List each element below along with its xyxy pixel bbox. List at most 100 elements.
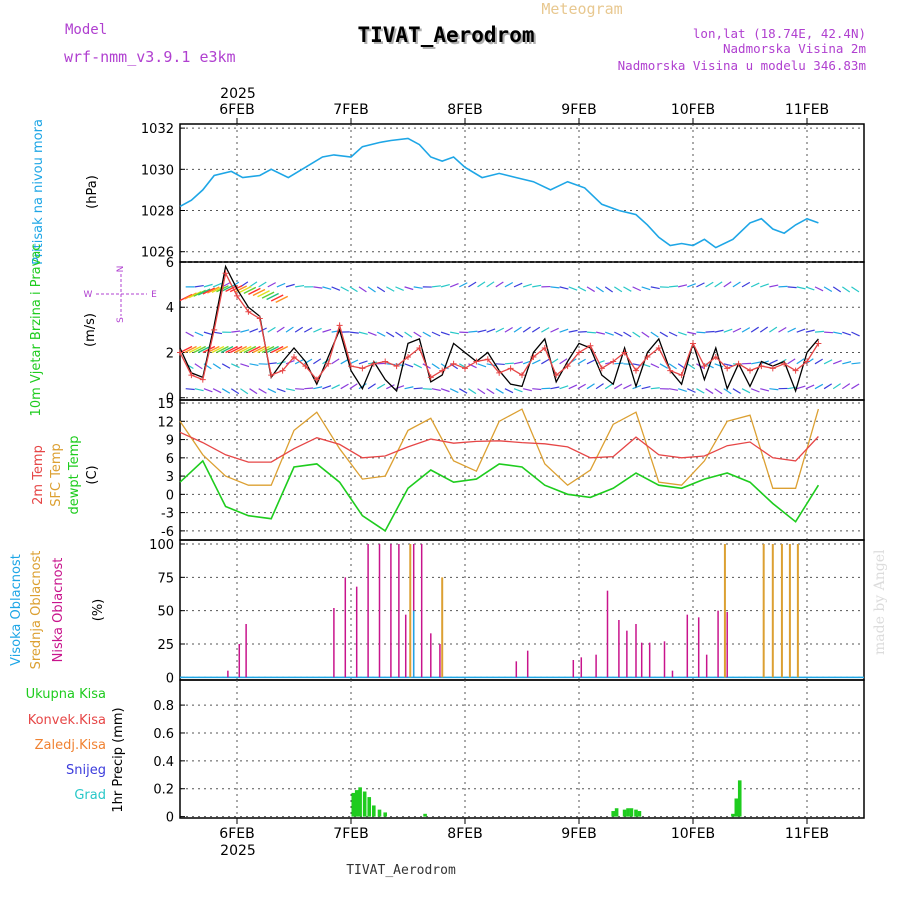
wind-barb <box>787 358 796 365</box>
wind-barb <box>550 386 560 390</box>
wind-unit: (m/s) <box>83 313 98 347</box>
wind-speed-marker <box>792 367 799 374</box>
wind-barb <box>832 383 841 390</box>
wind-speed-marker <box>712 354 719 361</box>
y-tick-label: 0 <box>166 671 174 686</box>
y-tick-label: 25 <box>157 638 174 653</box>
wind-barb <box>513 361 523 365</box>
y-tick-label: 1026 <box>141 246 174 261</box>
wind-barb <box>522 326 531 333</box>
wind-barb <box>468 363 477 369</box>
wind-barb <box>559 385 569 390</box>
wind-barb <box>303 327 313 333</box>
wind-barb <box>431 285 441 288</box>
watermark: made by Angel <box>872 549 888 655</box>
wind-barb <box>559 328 569 333</box>
wind-barb <box>577 286 587 292</box>
wind-barb <box>577 383 586 390</box>
wind-speed-marker <box>359 365 366 372</box>
precip-bar <box>351 792 356 817</box>
wind-barb <box>240 329 250 333</box>
wind-barb <box>641 331 650 338</box>
wind-barb <box>304 387 314 390</box>
wind-speed-marker <box>245 308 252 315</box>
wind-barb <box>604 383 614 390</box>
wind-barb-strong <box>252 345 266 354</box>
wind-barb <box>668 363 677 370</box>
temp-label-dew: dewpt Temp <box>67 435 82 514</box>
wind-barb <box>331 286 341 291</box>
pressure-line <box>179 137 819 249</box>
compass-rose: N S W E <box>84 266 158 323</box>
wind-speed-marker <box>610 358 617 365</box>
wind-barb <box>285 326 294 333</box>
x-tick-label-bottom: 11FEB <box>785 826 829 842</box>
wind-barb <box>751 361 761 365</box>
wind-barb <box>194 388 204 392</box>
wind-barb <box>687 388 696 393</box>
wind-speed-marker <box>519 372 525 379</box>
wind-barb <box>796 385 806 390</box>
wind-barb <box>750 388 760 393</box>
y-tick-label: 12 <box>157 415 174 430</box>
y-tick-label: 2 <box>166 346 174 361</box>
lonlat-label: lon,lat (18.74E, 42.4N) <box>693 26 866 41</box>
meteogram-label: Meteogram <box>541 0 622 18</box>
wind-barb <box>832 286 842 293</box>
x-tick-label-bottom: 7FEB <box>333 826 368 842</box>
wind-barb <box>522 283 532 288</box>
precip-bar <box>358 787 362 817</box>
precip-bar <box>731 813 735 817</box>
wind-barb <box>605 331 614 336</box>
wind-barb <box>741 281 751 288</box>
wind-barb <box>659 331 669 338</box>
wind-barb-strong <box>275 295 289 304</box>
chart-title-shadow: TIVAT_Aerodrom <box>359 25 536 49</box>
wind-barb <box>705 330 715 333</box>
wind-speed-marker <box>291 354 297 361</box>
wind-barb <box>459 282 468 288</box>
wind-barb <box>823 383 833 390</box>
wind-barb <box>413 363 423 369</box>
wind-barb-strong <box>270 294 284 302</box>
wind-barb <box>495 281 504 288</box>
x-tick-label-bottom: 10FEB <box>671 826 715 842</box>
wind-barb <box>331 384 340 390</box>
wind-barb <box>221 363 231 369</box>
wind-barb <box>249 388 258 395</box>
wind-speed-marker <box>234 292 240 299</box>
y-tick-label: 0 <box>166 488 174 503</box>
wind-barb <box>568 286 578 291</box>
wind-speed-marker <box>621 349 628 356</box>
y-tick-label: 0.8 <box>153 699 174 714</box>
wind-barb <box>595 331 606 335</box>
wind-barb-strong <box>211 345 225 354</box>
wind-barb <box>376 383 386 390</box>
wind-barb <box>741 327 751 333</box>
wind-barb <box>358 331 368 335</box>
wind-barb <box>741 388 751 394</box>
temp-dew-line <box>179 459 820 533</box>
wind-barb <box>604 286 613 293</box>
wind-speed-marker <box>348 363 354 370</box>
wind-barb <box>669 285 679 288</box>
wind-barb <box>778 327 787 333</box>
wind-barb <box>349 331 359 334</box>
y-tick-label: -6 <box>161 525 174 540</box>
model-name: wrf-nmm_v3.9.1 e3km <box>64 48 236 66</box>
wind-speed-marker <box>177 349 183 356</box>
footer-title: TIVAT_Aerodrom <box>346 863 456 878</box>
wind-barb-strong <box>197 288 211 296</box>
wind-barb <box>349 286 358 293</box>
wind-barb <box>249 328 259 333</box>
wind-barb-strong <box>220 284 234 293</box>
wind-barb <box>477 281 486 288</box>
wind-barb <box>194 284 204 288</box>
wind-barb-strong <box>229 345 243 354</box>
wind-barb-strong <box>188 345 202 354</box>
compass-west: W <box>84 290 93 300</box>
wind-barb <box>313 327 322 333</box>
wind-barb-strong <box>243 286 257 294</box>
y-tick-label: 1028 <box>141 205 174 220</box>
wind-barb <box>769 359 778 365</box>
